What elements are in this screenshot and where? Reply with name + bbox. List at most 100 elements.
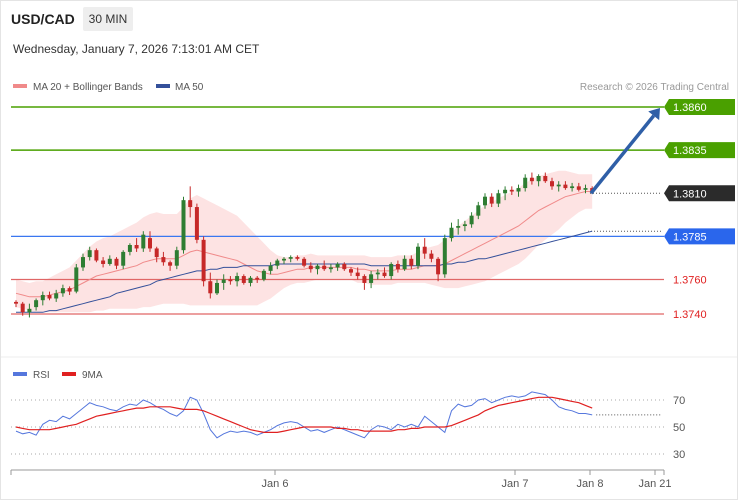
candle (469, 212, 474, 228)
candle (188, 186, 193, 218)
candle (429, 250, 434, 263)
candle (228, 276, 233, 285)
candle (489, 193, 494, 208)
candle (194, 203, 199, 244)
price-label-1-3785: 1.3785 (664, 228, 735, 245)
timeframe-badge[interactable]: 30 MIN (83, 7, 133, 31)
research-credit: Research © 2026 Trading Central (580, 82, 729, 93)
candle (462, 220, 467, 232)
candle (148, 231, 152, 252)
candle (349, 267, 353, 277)
rsi-ma-legend-label: 9MA (82, 370, 103, 381)
candlesticks (14, 172, 595, 318)
candle (201, 236, 206, 287)
candle (94, 248, 99, 263)
candle (40, 291, 45, 306)
candle (335, 262, 340, 271)
x-axis: Jan 6 Jan 7 Jan 8 Jan 21 (10, 469, 672, 490)
rsi-ma-legend-swatch (62, 372, 76, 376)
candle (235, 272, 240, 287)
candle (556, 181, 561, 192)
candle (121, 250, 126, 270)
candle (161, 251, 166, 266)
x-tick-label: Jan 7 (502, 478, 529, 490)
candle (141, 231, 146, 252)
candle (503, 186, 508, 201)
candle (154, 246, 159, 263)
candle (328, 263, 333, 273)
candle (248, 276, 253, 287)
candle (529, 172, 534, 185)
candle (416, 243, 420, 270)
candle (134, 238, 139, 252)
candle (536, 174, 541, 187)
candle (550, 177, 554, 190)
candle (509, 186, 514, 195)
candle (382, 267, 387, 278)
candle (255, 276, 260, 283)
candle (315, 263, 320, 275)
ma20-legend-label: MA 20 + Bollinger Bands (33, 82, 143, 93)
candle (389, 262, 394, 280)
candle (282, 257, 286, 264)
candle (107, 255, 112, 266)
svg-text:1.3740: 1.3740 (673, 309, 707, 321)
bollinger-band-area (16, 170, 593, 313)
candle (402, 255, 407, 271)
price-label-1-3760: 1.3760 (673, 275, 707, 287)
rsi-legend-label: RSI (33, 370, 50, 381)
x-tick-label: Jan 8 (577, 478, 604, 490)
rsi-tick-label: 30 (673, 449, 685, 461)
ma20-line (15, 191, 593, 298)
candle (208, 272, 213, 299)
candle (27, 303, 32, 318)
rsi-legend-swatch (13, 372, 27, 376)
candle (308, 262, 313, 273)
candle (442, 234, 447, 278)
price-level-lines (11, 106, 664, 315)
candle (60, 284, 65, 297)
price-label-1-3810: 1.3810 (664, 185, 735, 202)
candle (174, 246, 179, 270)
ma50-legend-swatch (156, 84, 170, 88)
candle (275, 258, 280, 270)
svg-text:1.3785: 1.3785 (673, 231, 707, 243)
candle (449, 222, 454, 242)
candle (395, 260, 400, 273)
candle (516, 184, 521, 197)
candle (563, 181, 568, 190)
candle (476, 201, 481, 220)
rsi-tick-label: 70 (673, 395, 685, 407)
price-label-1-3835: 1.3835 (664, 142, 735, 159)
symbol-title: USD/CAD (11, 11, 75, 27)
bollinger-band (16, 170, 593, 313)
svg-text:1.3810: 1.3810 (673, 188, 707, 200)
projection-arrow-head (648, 108, 660, 121)
candle (342, 262, 347, 271)
rsi-tick-label: 50 (673, 422, 685, 434)
price-label-1-3740: 1.3740 (673, 309, 707, 321)
candle (288, 255, 293, 263)
candle (261, 269, 266, 282)
candle (67, 286, 72, 296)
candle (483, 193, 487, 209)
candle (295, 255, 300, 261)
svg-text:1.3860: 1.3860 (673, 102, 707, 114)
candle (268, 262, 273, 275)
candle (54, 289, 59, 302)
rsi-ma-line (15, 396, 593, 433)
candle (81, 253, 85, 271)
candle (47, 291, 52, 301)
candle (168, 260, 173, 271)
ma50-legend-label: MA 50 (175, 82, 204, 93)
svg-text:1.3760: 1.3760 (673, 275, 707, 287)
candle (422, 238, 427, 259)
rsi-legend: RSI 9MA (13, 370, 103, 381)
projection-arrow-shaft (589, 114, 656, 195)
candle (101, 257, 106, 268)
candle (583, 184, 588, 194)
candle (436, 257, 441, 282)
candle (355, 267, 360, 280)
candle (523, 174, 528, 192)
candle (221, 274, 226, 290)
